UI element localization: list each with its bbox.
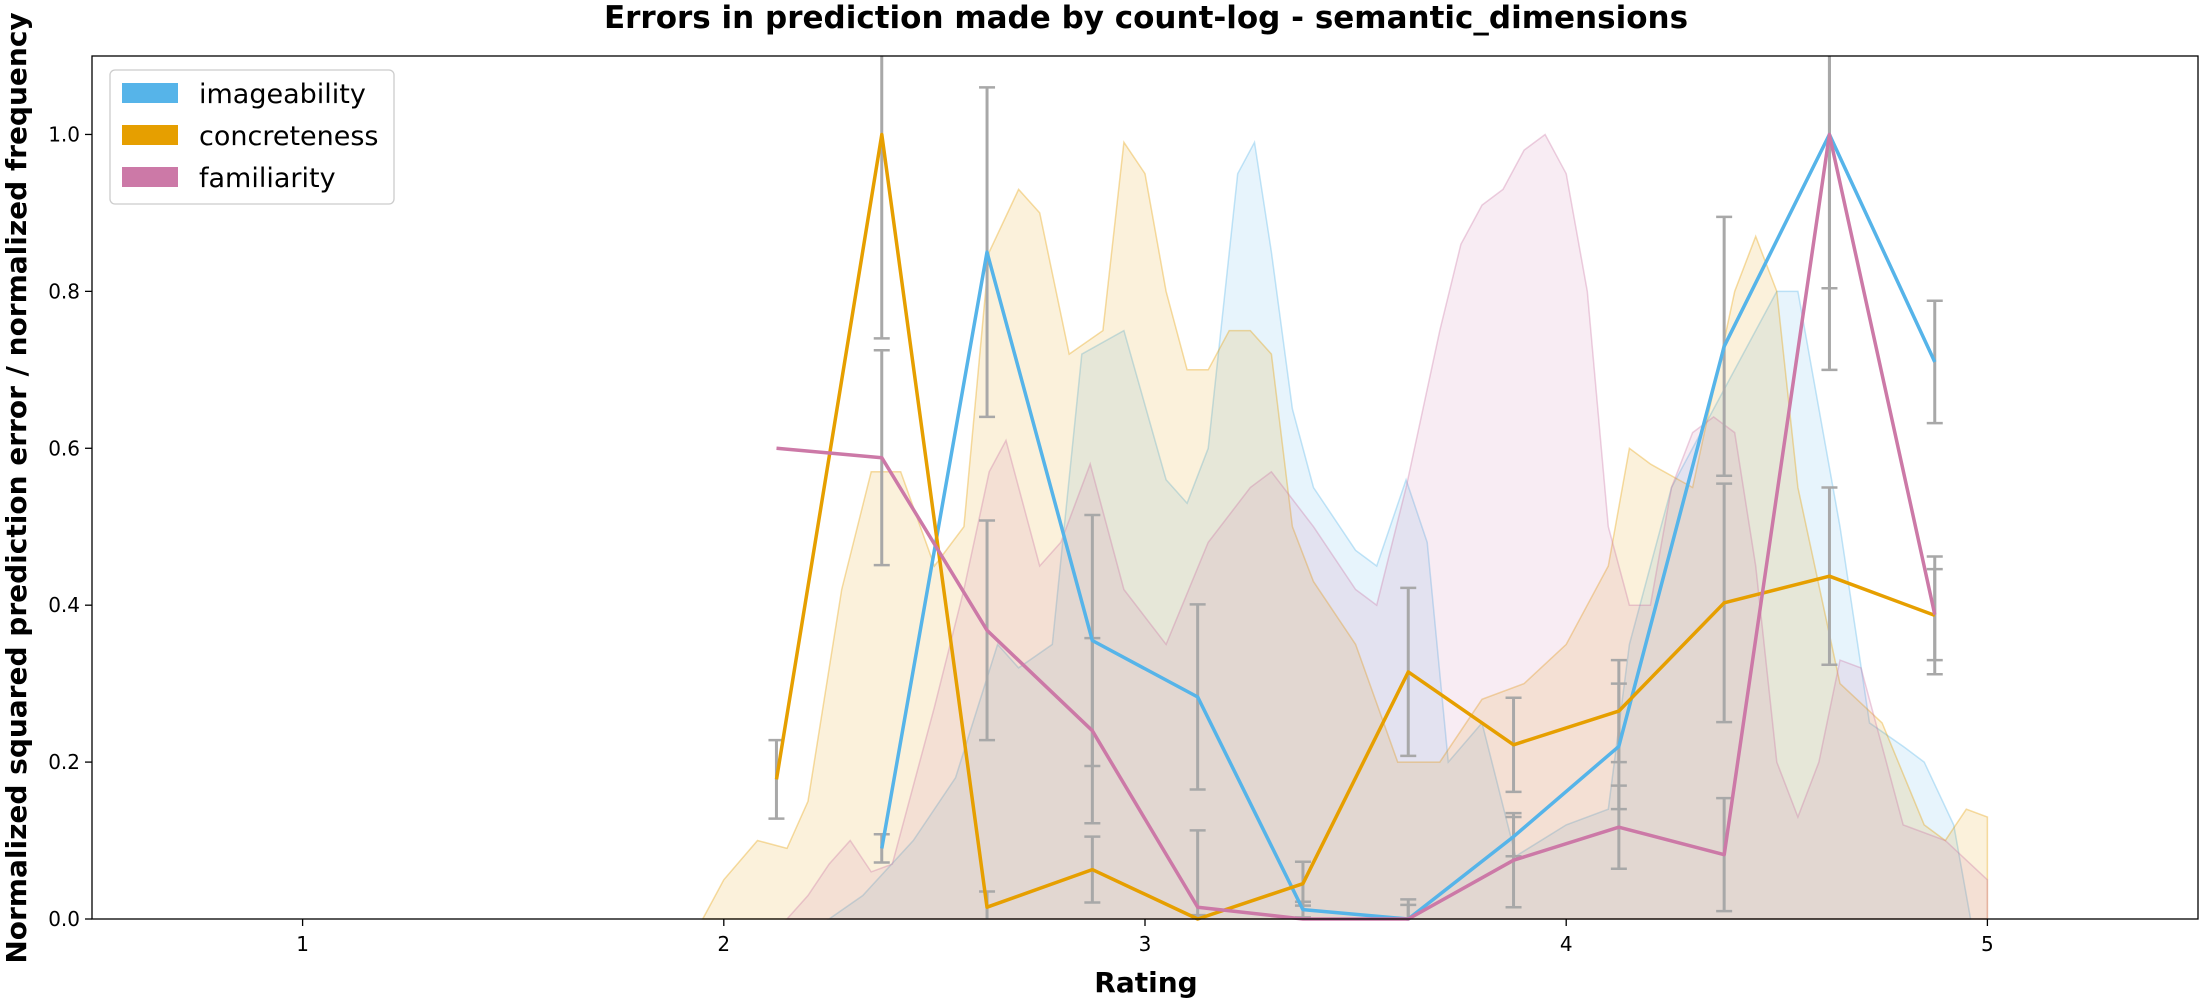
y-tick-label: 0.2 [48, 750, 80, 774]
errorbar-familiarity [1400, 898, 1417, 919]
y-tick-label: 0.6 [48, 436, 80, 460]
frequency-layer [701, 133, 1989, 920]
y-tick-label: 0.0 [48, 907, 80, 931]
errorbar-concreteness [873, 56, 890, 340]
legend-label-concreteness: concreteness [199, 121, 379, 152]
y-tick-label: 0.4 [48, 593, 80, 617]
series-line-concreteness [774, 132, 1936, 921]
legend-swatch-imageability [122, 83, 178, 103]
frequency-area-concreteness [701, 140, 1989, 920]
frequency-area-familiarity [785, 133, 1989, 920]
x-axis-label: Rating [1094, 966, 1197, 999]
y-tick-label: 1.0 [48, 122, 80, 146]
legend: imageability concreteness familiarity [109, 69, 395, 205]
x-tick-label: 1 [296, 932, 309, 956]
x-tick-label: 5 [1981, 932, 1994, 956]
frequency-area-imageability [826, 139, 1972, 920]
legend-label-imageability: imageability [199, 79, 366, 110]
legend-label-familiarity: familiarity [199, 163, 336, 194]
legend-box [109, 69, 395, 205]
errorbar-familiarity [1821, 56, 1838, 290]
x-tick-label: 2 [717, 932, 730, 956]
legend-swatch-concreteness [122, 125, 178, 145]
x-tick-label: 4 [1560, 932, 1573, 956]
x-tick-label: 3 [1139, 932, 1152, 956]
y-axis: 0.0 0.2 0.4 0.6 0.8 1.0 [48, 122, 92, 931]
y-axis-label: Normalized squared prediction error / no… [0, 12, 33, 963]
x-axis: 1 2 3 4 5 [296, 919, 1994, 956]
y-tick-label: 0.8 [48, 279, 80, 303]
legend-swatch-familiarity [122, 167, 178, 187]
chart-title: Errors in prediction made by count-log -… [604, 0, 1688, 36]
